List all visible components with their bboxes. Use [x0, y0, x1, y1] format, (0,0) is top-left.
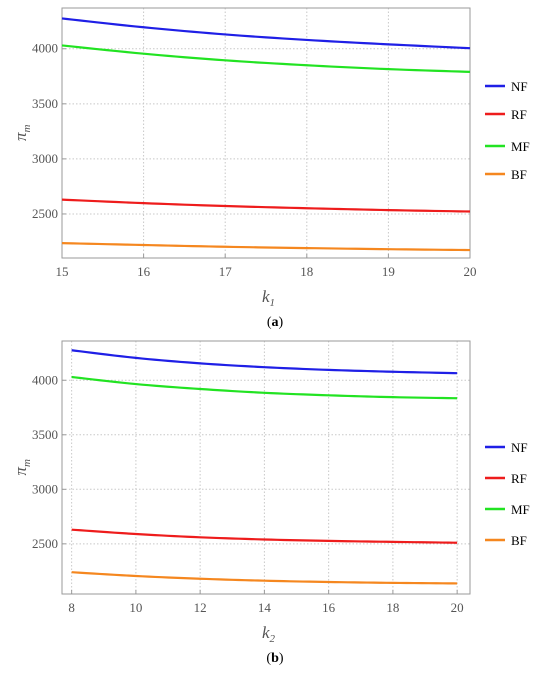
y-tick-label: 4000: [32, 41, 58, 56]
x-tick-label: 16: [322, 600, 336, 615]
chart-panel-a: 15 16 17 18 19 20 2500 3000 3500 4000 NF RF MF BF k1 πm…: [11, 7, 530, 330]
legend-label-bf: BF: [511, 533, 527, 548]
x-tick-label: 19: [382, 264, 395, 279]
x-tick-label: 16: [137, 264, 151, 279]
x-tick-label: 18: [300, 264, 313, 279]
legend-label-mf: MF: [511, 502, 530, 517]
x-tick-label: 14: [258, 600, 272, 615]
x-tick-label: 18: [386, 600, 399, 615]
plot-frame: [61, 7, 471, 259]
y-axis-label: πm: [11, 459, 33, 476]
x-tick-label: 10: [129, 600, 142, 615]
series-line-bf: [71, 571, 458, 585]
panel-caption: (a): [267, 315, 284, 330]
legend-label-bf: BF: [511, 167, 527, 182]
legend-label-rf: RF: [511, 471, 527, 486]
x-axis-label: k1: [262, 287, 275, 309]
plot-frame: [61, 340, 471, 595]
series-line-nf: [61, 17, 471, 50]
x-tick-label: 17: [219, 264, 233, 279]
chart-panel-b: 8 10 12 14 16 18 20 2500 3000 3500 4000 NF RF MF BF k2 π…: [11, 340, 530, 666]
x-axis-label: k2: [262, 623, 276, 645]
series-line-rf: [71, 528, 458, 544]
panel-caption: (b): [266, 651, 283, 666]
legend-label-rf: RF: [511, 107, 527, 122]
legend-label-nf: NF: [511, 79, 528, 94]
y-axis-label: πm: [11, 124, 33, 141]
y-tick-label: 2500: [32, 536, 58, 551]
x-tick-label: 20: [451, 600, 464, 615]
y-tick-label: 4000: [32, 372, 58, 387]
x-tick-label: 8: [68, 600, 75, 615]
x-tick-label: 15: [56, 264, 69, 279]
y-tick-label: 2500: [32, 206, 58, 221]
y-tick-label: 3000: [32, 481, 58, 496]
legend-label-mf: MF: [511, 139, 530, 154]
x-tick-label: 20: [464, 264, 477, 279]
series-line-bf: [61, 242, 471, 252]
y-tick-label: 3000: [32, 151, 58, 166]
series-line-mf: [61, 44, 471, 73]
x-tick-label: 12: [194, 600, 207, 615]
y-tick-label: 3500: [32, 96, 58, 111]
legend-label-nf: NF: [511, 440, 528, 455]
series-line-nf: [71, 349, 458, 375]
series-line-mf: [71, 375, 458, 400]
y-tick-label: 3500: [32, 427, 58, 442]
series-line-rf: [61, 198, 471, 213]
